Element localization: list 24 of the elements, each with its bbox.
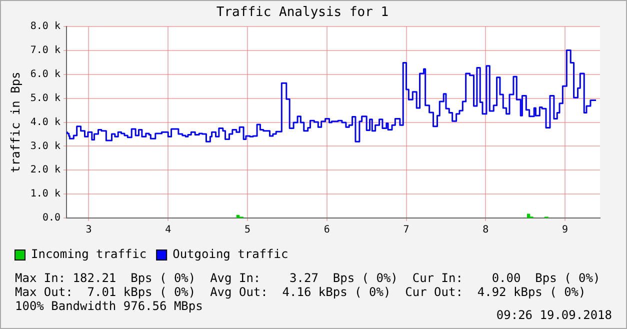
y-tick-label: 3.0 k [30, 140, 61, 152]
x-tick-label: 5 [244, 224, 251, 236]
y-tick-label: 2.0 k [30, 164, 61, 176]
text: Max In: 182.21 Bps ( 0%) Avg In: 3.27 Bps ( 0%) Cur In: 0.00 Bps ( 0%) [15, 271, 602, 285]
legend-label: Incoming traffic [31, 247, 147, 262]
y-tick-label: 1.0 k [30, 188, 61, 200]
x-tick-label: 3 [86, 224, 92, 236]
text: 100% Bandwidth 976.56 MBps [15, 299, 203, 313]
text: Max Out: 7.01 kBps ( 0%) Avg Out: 4.16 kBps ( 0%) Cur Out: 4.92 kBps ( 0%) [15, 285, 587, 299]
y-tick-label: 6.0 k [30, 69, 61, 80]
x-tick-label: 4 [165, 224, 172, 236]
x-tick-label: 7 [403, 224, 410, 236]
x-tick-label: 6 [324, 224, 330, 236]
y-tick-label: 5.0 k [30, 92, 61, 104]
legend-label: Outgoing traffic [172, 247, 288, 262]
y-tick-label: 0.0 [42, 212, 61, 224]
y-tick-label: 8.0 k [30, 21, 61, 32]
text: 09:26 19.09.2018 [496, 308, 612, 322]
y-tick-label: 4.0 k [30, 116, 61, 128]
x-tick-label: 8 [482, 224, 489, 236]
chart-title: Traffic Analysis for 1 [216, 5, 389, 20]
y-axis-title: traffic in Bps [8, 72, 22, 173]
y-tick-label: 7.0 k [30, 45, 61, 56]
x-tick-label: 9 [562, 224, 568, 236]
